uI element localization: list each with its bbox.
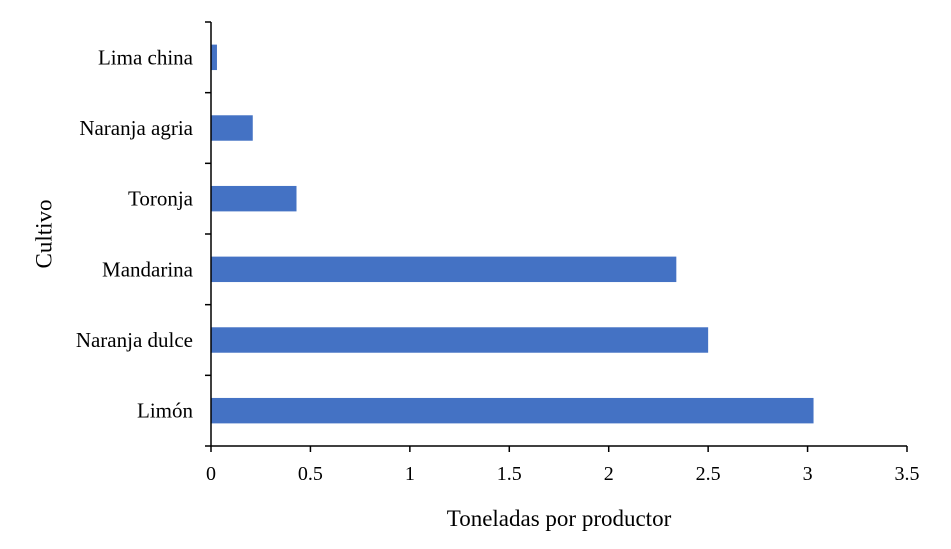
category-labels: Limón Naranja dulce Mandarina Toronja Naranj…	[76, 45, 194, 422]
category-label-2: Naranja dulce	[76, 328, 193, 352]
bar-2	[211, 327, 709, 353]
bar-5	[211, 115, 253, 141]
y-axis-ticks	[205, 21, 211, 447]
bar-1	[211, 397, 814, 424]
bars-group	[211, 44, 814, 424]
bar-3	[211, 256, 677, 283]
x-tick-label-6: 3	[803, 463, 813, 485]
x-tick-label-1: 0.5	[298, 463, 323, 485]
category-label-1: Limón	[137, 399, 193, 423]
x-tick-label-7: 3.5	[895, 463, 920, 485]
category-label-6: Lima china	[98, 45, 194, 69]
bar-6	[211, 44, 217, 71]
category-label-5: Naranja agria	[79, 116, 193, 140]
category-label-3: Mandarina	[102, 257, 194, 281]
x-tick-label-3: 1.5	[497, 463, 522, 485]
bar-4	[211, 185, 297, 212]
x-tick-label-5: 2.5	[696, 463, 721, 485]
x-tick-label-2: 1	[405, 463, 415, 485]
y-axis-title: Cultivo	[32, 199, 57, 268]
x-axis-ticks: 0 0.5 1 1.5 2 2.5 3 3.5	[206, 446, 920, 485]
category-label-4: Toronja	[128, 187, 194, 211]
x-tick-label-0: 0	[206, 463, 216, 485]
x-axis-title: Toneladas por productor	[447, 506, 672, 531]
x-tick-label-4: 2	[604, 463, 614, 485]
